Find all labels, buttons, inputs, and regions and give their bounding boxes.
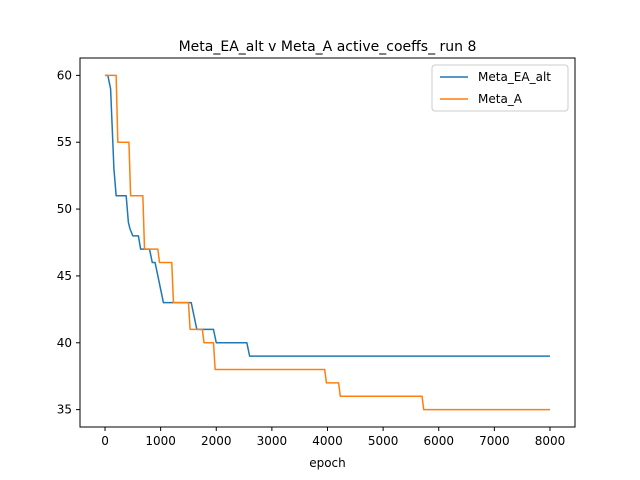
y-tick-label: 55 — [57, 135, 72, 149]
series-line-0 — [105, 74, 550, 357]
x-tick-label: 3000 — [257, 434, 288, 448]
y-tick-label: 35 — [57, 403, 72, 417]
y-tick-label: 40 — [57, 336, 72, 350]
x-tick-label: 6000 — [423, 434, 454, 448]
legend-label: Meta_A — [478, 92, 523, 106]
x-axis-label: epoch — [309, 456, 346, 470]
chart-title: Meta_EA_alt v Meta_A active_coeffs_ run … — [179, 39, 477, 55]
x-tick-label: 1000 — [145, 434, 176, 448]
x-axis-ticks: 0 1000 2000 3000 4000 5000 6000 7000 8000 — [101, 427, 565, 448]
y-axis-ticks: 35 40 45 50 55 60 — [57, 68, 80, 417]
legend: Meta_EA_alt Meta_A — [431, 64, 569, 112]
plot-frame — [79, 57, 576, 428]
y-tick-label: 50 — [57, 202, 72, 216]
x-tick-label: 2000 — [201, 434, 232, 448]
x-tick-label: 7000 — [479, 434, 510, 448]
x-tick-label: 4000 — [312, 434, 343, 448]
legend-label: Meta_EA_alt — [478, 70, 551, 84]
y-tick-label: 45 — [57, 269, 72, 283]
x-tick-label: 0 — [101, 434, 109, 448]
y-tick-label: 60 — [57, 68, 72, 82]
x-tick-label: 8000 — [535, 434, 566, 448]
plot-series — [105, 74, 550, 411]
x-tick-label: 5000 — [368, 434, 399, 448]
series-line-1 — [105, 74, 550, 411]
